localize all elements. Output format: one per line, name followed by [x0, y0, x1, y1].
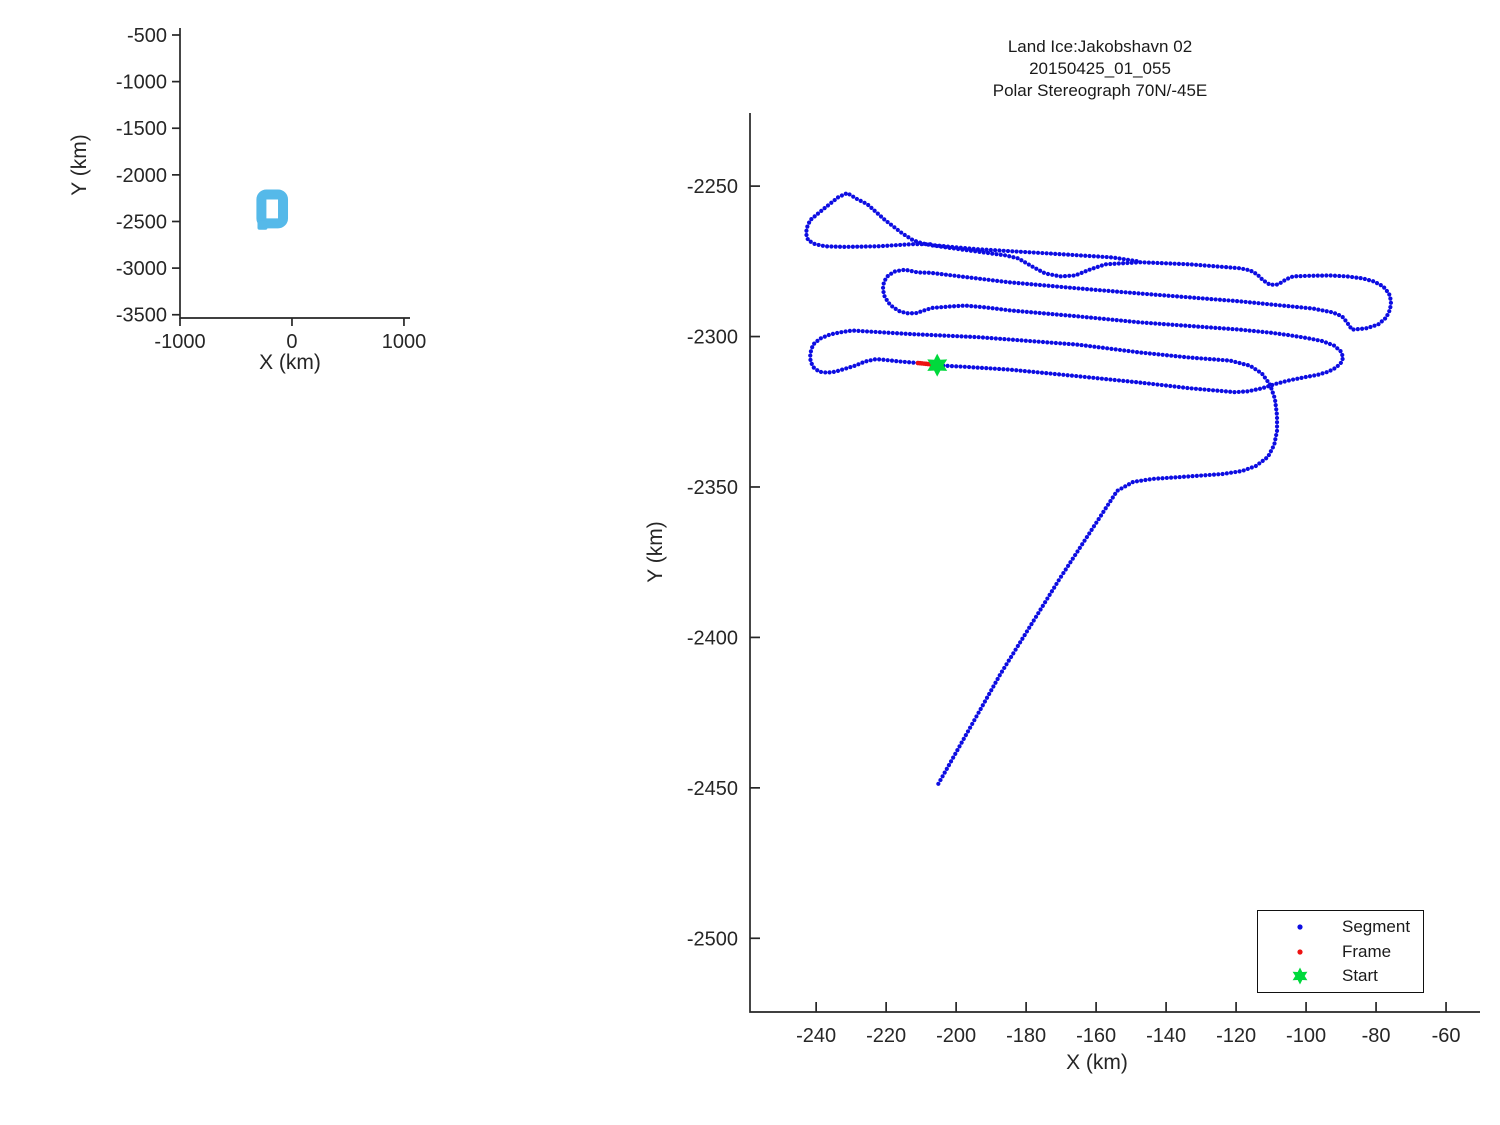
- main-y-tick-label: -2400: [687, 627, 738, 649]
- main-x-tick-label: -160: [1076, 1025, 1116, 1047]
- main-x-tick-label: -120: [1216, 1025, 1256, 1047]
- overview-y-tick-label: -1000: [116, 72, 167, 94]
- segment-legend-glyph: [1297, 924, 1303, 930]
- overview-y-tick-label: -3500: [116, 305, 167, 327]
- main-plot-area: -2250 -2300 -2350 -2400 -2450 -2500 -240 -220 -2…: [687, 113, 1480, 1047]
- main-x-tick-label: -200: [936, 1025, 976, 1047]
- overview-flight-track: [256, 189, 289, 229]
- start-legend-glyph: [1292, 967, 1308, 985]
- main-x-tick-label: -220: [866, 1025, 906, 1047]
- main-x-tick-label: -60: [1432, 1025, 1461, 1047]
- overview-axes-spines: [179, 28, 410, 319]
- title-line-flight-id: 20150425_01_055: [1029, 59, 1171, 78]
- legend-box: Segment Frame Start: [1257, 910, 1424, 993]
- overview-y-tick-label: -500: [127, 25, 167, 47]
- legend-item-start: Start: [1258, 964, 1423, 989]
- overview-flight-track-notch: [257, 220, 268, 230]
- legend-item-segment: Segment: [1258, 915, 1423, 940]
- overview-y-tick-label: -2500: [116, 211, 167, 233]
- legend-label-start: Start: [1342, 966, 1378, 986]
- legend-label-segment: Segment: [1342, 917, 1411, 937]
- overview-x-tick-label: -1000: [154, 331, 205, 353]
- title-line-projection: Polar Stereograph 70N/-45E: [992, 81, 1208, 100]
- main-x-axis-label: X (km): [1066, 1051, 1128, 1074]
- overview-y-axis-label: Y (km): [68, 134, 91, 196]
- main-y-tick-label: -2300: [687, 327, 738, 349]
- title-line-campaign: Land Ice:Jakobshavn 02: [1007, 37, 1193, 56]
- frame-marker-icon: [1258, 942, 1342, 962]
- segment-marker-icon: [1258, 917, 1342, 937]
- overview-plot-area: -500 -1000 -1500 -2000 -2500 -3000 -3500 -1000 0…: [116, 25, 426, 353]
- segment-track-dots: [804, 191, 1394, 786]
- main-plot-title: Land Ice:Jakobshavn 02 20150425_01_055 P…: [993, 36, 1208, 102]
- overview-x-tick-label: 0: [286, 331, 297, 353]
- main-y-tick-label: -2500: [687, 928, 738, 950]
- overview-y-tick-label: -2000: [116, 165, 167, 187]
- main-y-tick-label: -2350: [687, 477, 738, 499]
- main-x-tick-label: -140: [1146, 1025, 1186, 1047]
- main-axes-spines: [749, 113, 1480, 1013]
- main-y-tick-label: -2450: [687, 778, 738, 800]
- overview-x-axis-label: X (km): [259, 351, 321, 374]
- overview-y-tick-label: -1500: [116, 118, 167, 140]
- start-marker-icon: [1258, 966, 1342, 986]
- start-position-marker: [927, 353, 948, 377]
- overview-y-tick-label: -3000: [116, 258, 167, 280]
- main-x-tick-label: -100: [1286, 1025, 1326, 1047]
- legend-label-frame: Frame: [1342, 941, 1392, 961]
- frame-legend-glyph: [1297, 949, 1303, 955]
- main-y-axis-label: Y (km): [644, 521, 667, 583]
- overview-x-tick-label: 1000: [382, 331, 427, 353]
- main-x-tick-label: -180: [1006, 1025, 1046, 1047]
- main-x-tick-label: -80: [1362, 1025, 1391, 1047]
- main-y-tick-label: -2250: [687, 176, 738, 198]
- main-x-tick-label: -240: [796, 1025, 836, 1047]
- legend-item-frame: Frame: [1258, 940, 1423, 965]
